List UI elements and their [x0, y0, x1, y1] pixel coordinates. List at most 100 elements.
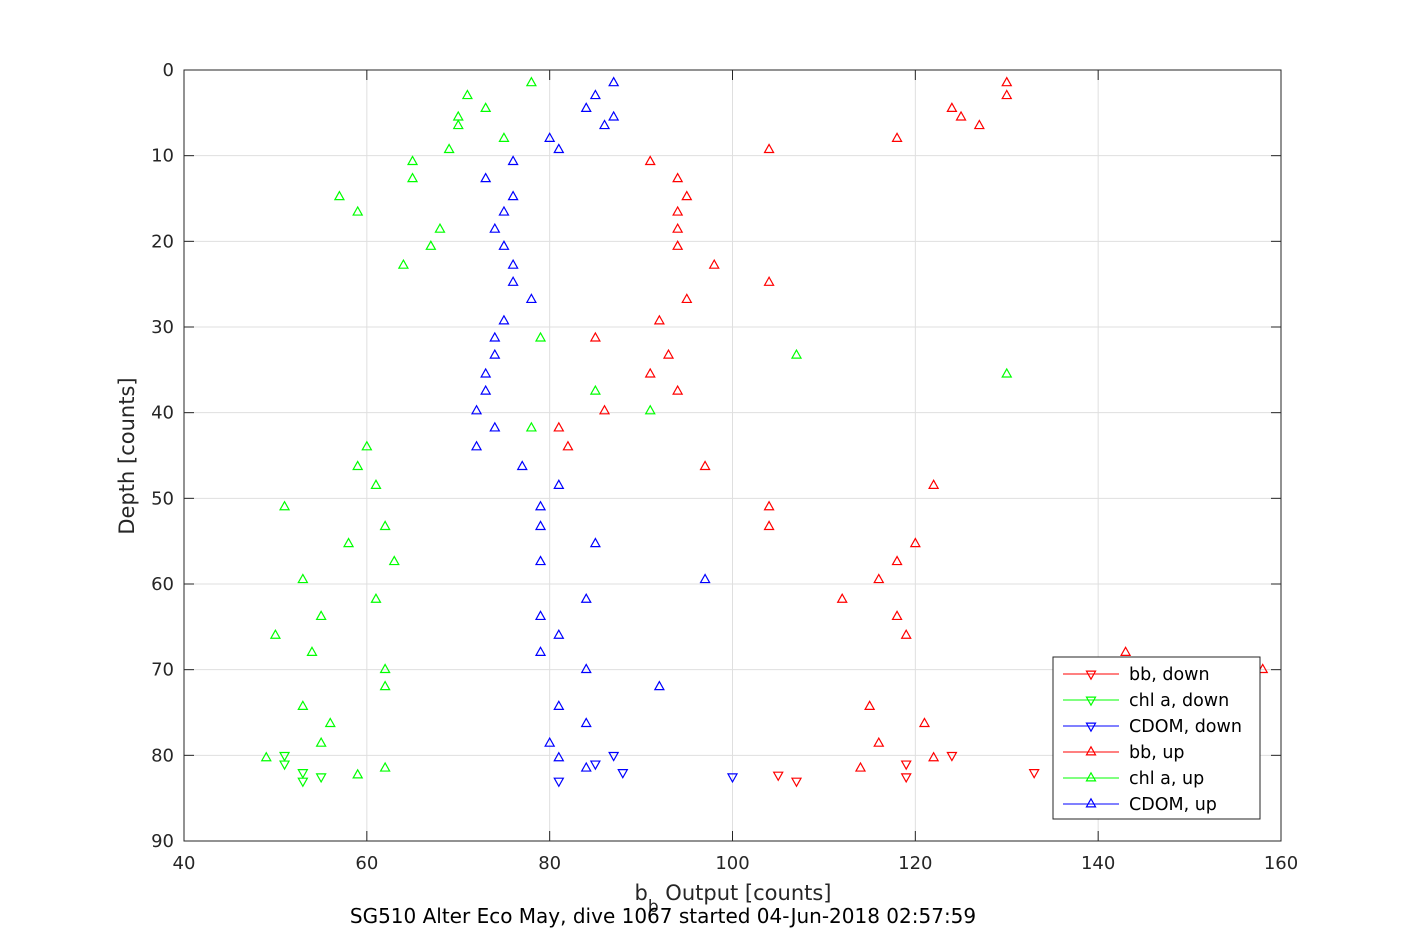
y-tick-label: 0 [163, 60, 174, 81]
point-cdom-up [598, 119, 611, 130]
legend-label-chl-a-up: chl a, up [1129, 769, 1204, 789]
point-chl-a-up [370, 479, 382, 489]
point-bb-down [772, 771, 784, 782]
point-cdom-up [489, 222, 501, 233]
point-bb-up [662, 348, 675, 359]
point-chl-a-up [1001, 367, 1013, 378]
point-cdom-up [580, 761, 592, 772]
point-cdom-up [553, 143, 565, 154]
point-bb-up [672, 240, 684, 250]
point-chl-a-up [315, 736, 327, 747]
point-chl-a-up [297, 573, 309, 584]
point-cdom-up [589, 537, 601, 548]
point-bb-up [854, 761, 867, 772]
point-cdom-up [507, 276, 519, 286]
point-bb-up [681, 190, 693, 201]
point-bb-up [928, 479, 940, 489]
point-cdom-up [516, 460, 528, 471]
x-tick-label: 80 [538, 853, 561, 874]
point-cdom-up [507, 190, 519, 201]
point-bb-down [1028, 769, 1040, 779]
point-cdom-up [544, 736, 556, 747]
point-bb-up [653, 314, 665, 325]
point-cdom-up [480, 384, 492, 395]
point-bb-up [644, 155, 656, 166]
point-cdom-up [489, 348, 501, 359]
point-bb-up [864, 700, 876, 710]
point-chl-a-up [498, 132, 510, 142]
point-cdom-up [653, 680, 665, 691]
point-bb-up [763, 500, 775, 511]
point-chl-a-down [297, 777, 309, 788]
point-chl-a-up [352, 460, 364, 471]
point-bb-up [763, 276, 775, 286]
point-chl-a-up [397, 258, 409, 269]
point-bb-up [873, 573, 885, 584]
point-chl-a-up [379, 520, 391, 531]
point-bb-up [836, 592, 848, 603]
point-bb-up [708, 258, 720, 269]
legend-label-bb-down: bb, down [1129, 665, 1210, 685]
point-cdom-up [544, 132, 556, 142]
point-chl-a-up [361, 440, 373, 451]
point-cdom-up [580, 717, 592, 728]
legend-label-chl-a-down: chl a, down [1129, 691, 1229, 711]
point-chl-a-up [388, 555, 400, 566]
point-bb-up [672, 172, 684, 183]
point-chl-a-up [315, 610, 327, 621]
point-chl-a-up [379, 680, 391, 691]
point-cdom-up [553, 700, 565, 710]
y-tick-label: 30 [151, 317, 174, 338]
point-cdom-up [507, 258, 519, 269]
point-bb-up [1120, 646, 1132, 656]
point-chl-a-up [279, 500, 291, 511]
point-cdom-up [480, 367, 492, 378]
point-chl-a-up [461, 89, 473, 100]
x-axis-label-main: b [634, 881, 647, 905]
point-chl-a-up [406, 172, 419, 183]
point-cdom-up [470, 404, 483, 415]
axis-ticks: 40 60 80 100 120 140 160 0 10 20 30 40 50 60 70 80 90 [151, 60, 1298, 874]
point-chl-a-up [379, 663, 391, 674]
point-bb-up [763, 143, 775, 154]
point-cdom-up [489, 421, 501, 432]
point-chl-a-up [525, 76, 537, 87]
point-cdom-up [699, 573, 711, 584]
point-bb-up [562, 440, 574, 451]
x-tick-label: 160 [1264, 853, 1298, 874]
x-tick-label: 120 [898, 853, 932, 874]
point-cdom-up [534, 500, 547, 511]
point-cdom-up [498, 240, 510, 250]
y-tick-label: 20 [151, 231, 174, 252]
y-tick-label: 80 [151, 745, 174, 766]
point-chl-a-down [279, 751, 291, 762]
point-chl-a-up [452, 119, 464, 130]
point-bb-up [928, 751, 940, 762]
legend-marker-cdom-down [1085, 722, 1097, 733]
point-cdom-down [726, 773, 739, 784]
x-axis-label-rest: Output [counts] [659, 881, 832, 905]
data-marks [260, 76, 1269, 788]
point-chl-a-down [279, 760, 291, 771]
point-cdom-up [534, 610, 547, 621]
point-cdom-up [608, 76, 620, 87]
point-cdom-down [617, 769, 629, 779]
y-tick-label: 50 [151, 488, 174, 509]
point-cdom-up [580, 663, 592, 674]
point-chl-a-up [352, 205, 364, 216]
point-chl-a-up [443, 143, 455, 154]
point-bb-up [909, 537, 921, 548]
point-chl-a-up [480, 102, 492, 113]
point-bb-up [672, 222, 684, 233]
point-bb-up [946, 102, 958, 113]
point-cdom-up [589, 89, 601, 100]
legend-box [1052, 656, 1261, 820]
point-cdom-up [534, 555, 547, 566]
x-tick-label: 140 [1081, 853, 1115, 874]
y-tick-label: 40 [151, 403, 174, 424]
point-bb-down [946, 751, 958, 762]
legend-marker-cdom-up [1085, 797, 1097, 808]
point-bb-up [553, 421, 565, 432]
point-bb-up [589, 331, 601, 342]
point-chl-a-up [790, 348, 803, 359]
